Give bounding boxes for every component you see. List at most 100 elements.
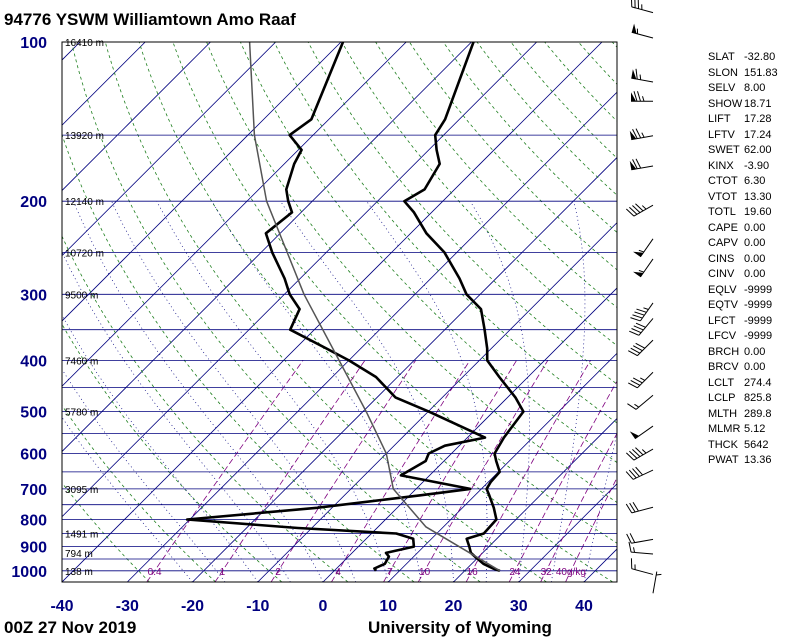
mixing-ratio-label: 1 — [220, 567, 226, 578]
index-row: SLAT -32.80 — [708, 50, 778, 66]
stability-indices: SLAT -32.80 SLON 151.83 SELV 8.00 SHOW 18.71 LIF… — [708, 50, 778, 469]
index-value: -32.80 — [744, 51, 776, 63]
mixing-ratio-label: 2 — [275, 567, 281, 578]
wind-barb — [630, 91, 654, 102]
pressure-tick-label: 300 — [20, 287, 47, 304]
wind-barb — [626, 203, 654, 217]
isotherm-line — [62, 42, 81, 61]
index-key: CINS — [708, 252, 735, 265]
wind-barb — [626, 447, 654, 461]
pressure-tick-label: 700 — [20, 482, 47, 499]
temperature-tick-label: 20 — [445, 598, 463, 615]
temperature-tick-label: 10 — [379, 598, 397, 615]
dry-adiabat-line — [307, 42, 617, 385]
wind-barb — [633, 238, 654, 258]
index-row: LCLT 274.4 — [708, 376, 778, 392]
mixing-ratio-label: 24 — [509, 567, 521, 578]
mixing-ratio-line — [508, 380, 617, 582]
wind-barbs — [625, 0, 662, 594]
isotherm-line — [62, 42, 277, 257]
index-key: EQTV — [708, 299, 738, 311]
isotherm-line — [388, 352, 617, 582]
index-value: 5642 — [744, 438, 769, 451]
index-key: PWAT — [708, 454, 739, 466]
index-row: EQTV -9999 — [708, 298, 778, 314]
index-row: CAPE 0.00 — [708, 221, 778, 237]
mixing-ratio-line — [383, 360, 517, 582]
moist-adiabat-line — [62, 251, 291, 582]
index-key: SWET — [708, 144, 740, 156]
moist-adiabat-line — [366, 200, 488, 582]
isotherm-line — [0, 30, 27, 582]
index-row: PWAT 13.36 — [708, 453, 778, 469]
index-row: CINV 0.00 — [708, 267, 778, 283]
index-value: -9999 — [744, 314, 773, 327]
mixing-ratio-label: 10 — [419, 567, 431, 578]
index-value: 0.00 — [744, 237, 766, 249]
isotherm-line — [62, 42, 342, 322]
index-value: 0.00 — [744, 268, 766, 280]
index-value: 17.28 — [744, 113, 772, 125]
index-row: VTOT 13.30 — [708, 190, 778, 206]
dry-adiabat-line — [273, 42, 617, 424]
pressure-tick-label: 400 — [20, 353, 47, 370]
isotherm-line — [192, 156, 617, 582]
temperature-tick-label: -40 — [50, 598, 73, 615]
index-key: SELV — [708, 82, 736, 94]
index-value: 0.00 — [744, 252, 766, 265]
dry-adiabat-line — [206, 42, 617, 503]
mixing-ratio-label: 4 — [335, 567, 341, 578]
index-value: 0.00 — [744, 221, 766, 234]
wind-barb — [629, 318, 654, 336]
index-value: 19.60 — [744, 206, 772, 218]
index-row: SWET 62.00 — [708, 143, 778, 159]
isotherm-line — [127, 91, 617, 582]
mixing-ratio-label: 32 — [541, 567, 553, 578]
height-label: 10720 m — [65, 248, 104, 259]
wind-barb — [625, 501, 654, 514]
wind-barb — [626, 533, 654, 544]
index-value: 0.00 — [744, 361, 766, 373]
index-key: MLTH — [708, 407, 738, 420]
wind-barb — [628, 541, 654, 555]
wind-barb — [631, 0, 654, 14]
index-key: LFCT — [708, 314, 736, 327]
wind-barb — [629, 425, 654, 440]
mixing-ratio-line — [331, 360, 471, 582]
height-label: 16410 m — [65, 38, 104, 49]
index-key: BRCH — [708, 345, 740, 358]
mixing-ratio-line — [465, 360, 591, 582]
index-value: 289.8 — [744, 407, 772, 420]
index-row: EQLV -9999 — [708, 283, 778, 299]
index-row: CAPV 0.00 — [708, 236, 778, 252]
index-value: 274.4 — [744, 376, 772, 389]
wind-barb — [633, 258, 654, 278]
index-key: CINV — [708, 268, 735, 280]
index-key: LCLT — [708, 376, 735, 389]
observation-time: 00Z 27 Nov 2019 — [4, 618, 137, 637]
dry-adiabat-line — [62, 404, 216, 582]
index-row: LFCV -9999 — [708, 329, 778, 345]
height-label: 13920 m — [65, 131, 104, 142]
index-row: LCLP 825.8 — [708, 391, 778, 407]
mixing-ratio-label: 16 — [467, 567, 479, 578]
temperature-tick-label: -10 — [246, 598, 269, 615]
isotherm-line — [453, 417, 617, 582]
chart-title: 94776 YSWM Williamtown Amo Raaf — [4, 10, 296, 29]
index-row: KINX -3.90 — [708, 159, 778, 175]
index-value: 825.8 — [744, 392, 772, 404]
index-key: SHOW — [708, 97, 743, 110]
index-key: LFTV — [708, 128, 735, 141]
index-row: MLMR 5.12 — [708, 422, 778, 438]
index-key: EQLV — [708, 283, 737, 296]
wind-barb — [629, 128, 654, 141]
index-value: 8.00 — [744, 82, 766, 94]
height-label: 138 m — [65, 567, 93, 578]
mixing-ratio-line — [214, 360, 366, 582]
mixing-ratio-label: 40g/kg — [556, 567, 586, 578]
height-label: 9500 m — [65, 290, 98, 301]
index-row: LFTV 17.24 — [708, 128, 778, 144]
pressure-tick-label: 100 — [20, 35, 47, 52]
